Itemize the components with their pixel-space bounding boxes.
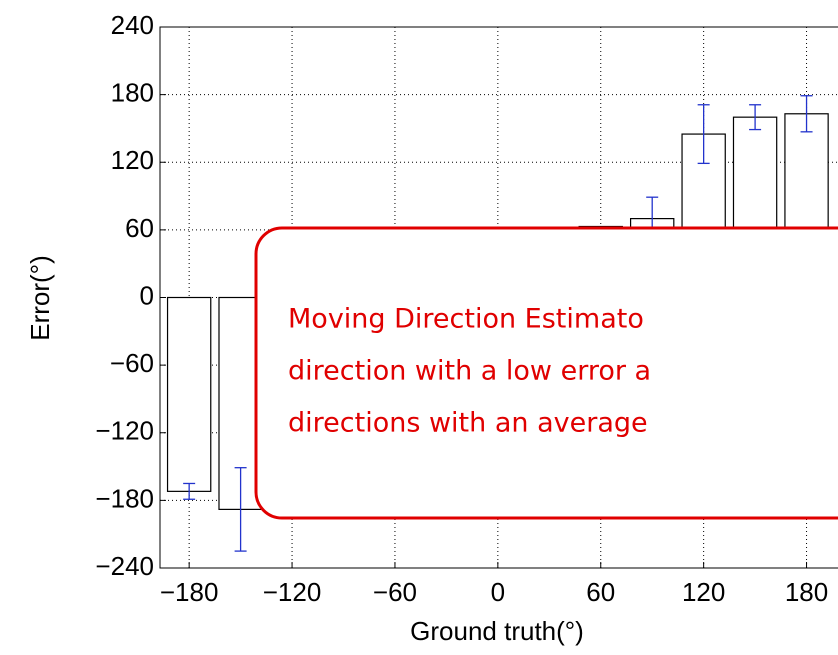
callout-text: directions with an average [288,408,648,439]
x-tick-label: 180 [785,577,828,607]
y-tick-label: −180 [95,483,154,513]
y-tick-label: 180 [111,78,154,108]
error-bar [183,482,196,500]
x-tick-label: −120 [263,577,322,607]
y-tick-label: −120 [95,416,154,446]
callout-text: Moving Direction Estimato [288,304,644,335]
y-tick-label: −60 [110,348,154,378]
x-tick-label: 120 [682,577,725,607]
error-bar [697,104,710,165]
x-tick-label: −180 [160,577,219,607]
x-axis-label: Ground truth(°) [410,616,584,646]
y-tick-label: 60 [125,213,154,243]
error-bar [234,467,247,552]
x-tick-label: −60 [373,577,417,607]
error-bar [800,95,813,133]
x-tick-label: 60 [586,577,615,607]
error-bar [749,104,762,131]
y-tick-label: 120 [111,145,154,175]
y-tick-label: 240 [111,10,154,40]
bar [166,296,212,492]
plot-frame [159,26,838,569]
callout-text: direction with a low error a [288,356,651,387]
y-axis-label: Error(°) [25,255,55,341]
y-tick-label: 0 [140,280,154,310]
y-tick-label: −240 [95,551,154,581]
x-tick-label: 0 [491,577,505,607]
callout [254,226,838,520]
